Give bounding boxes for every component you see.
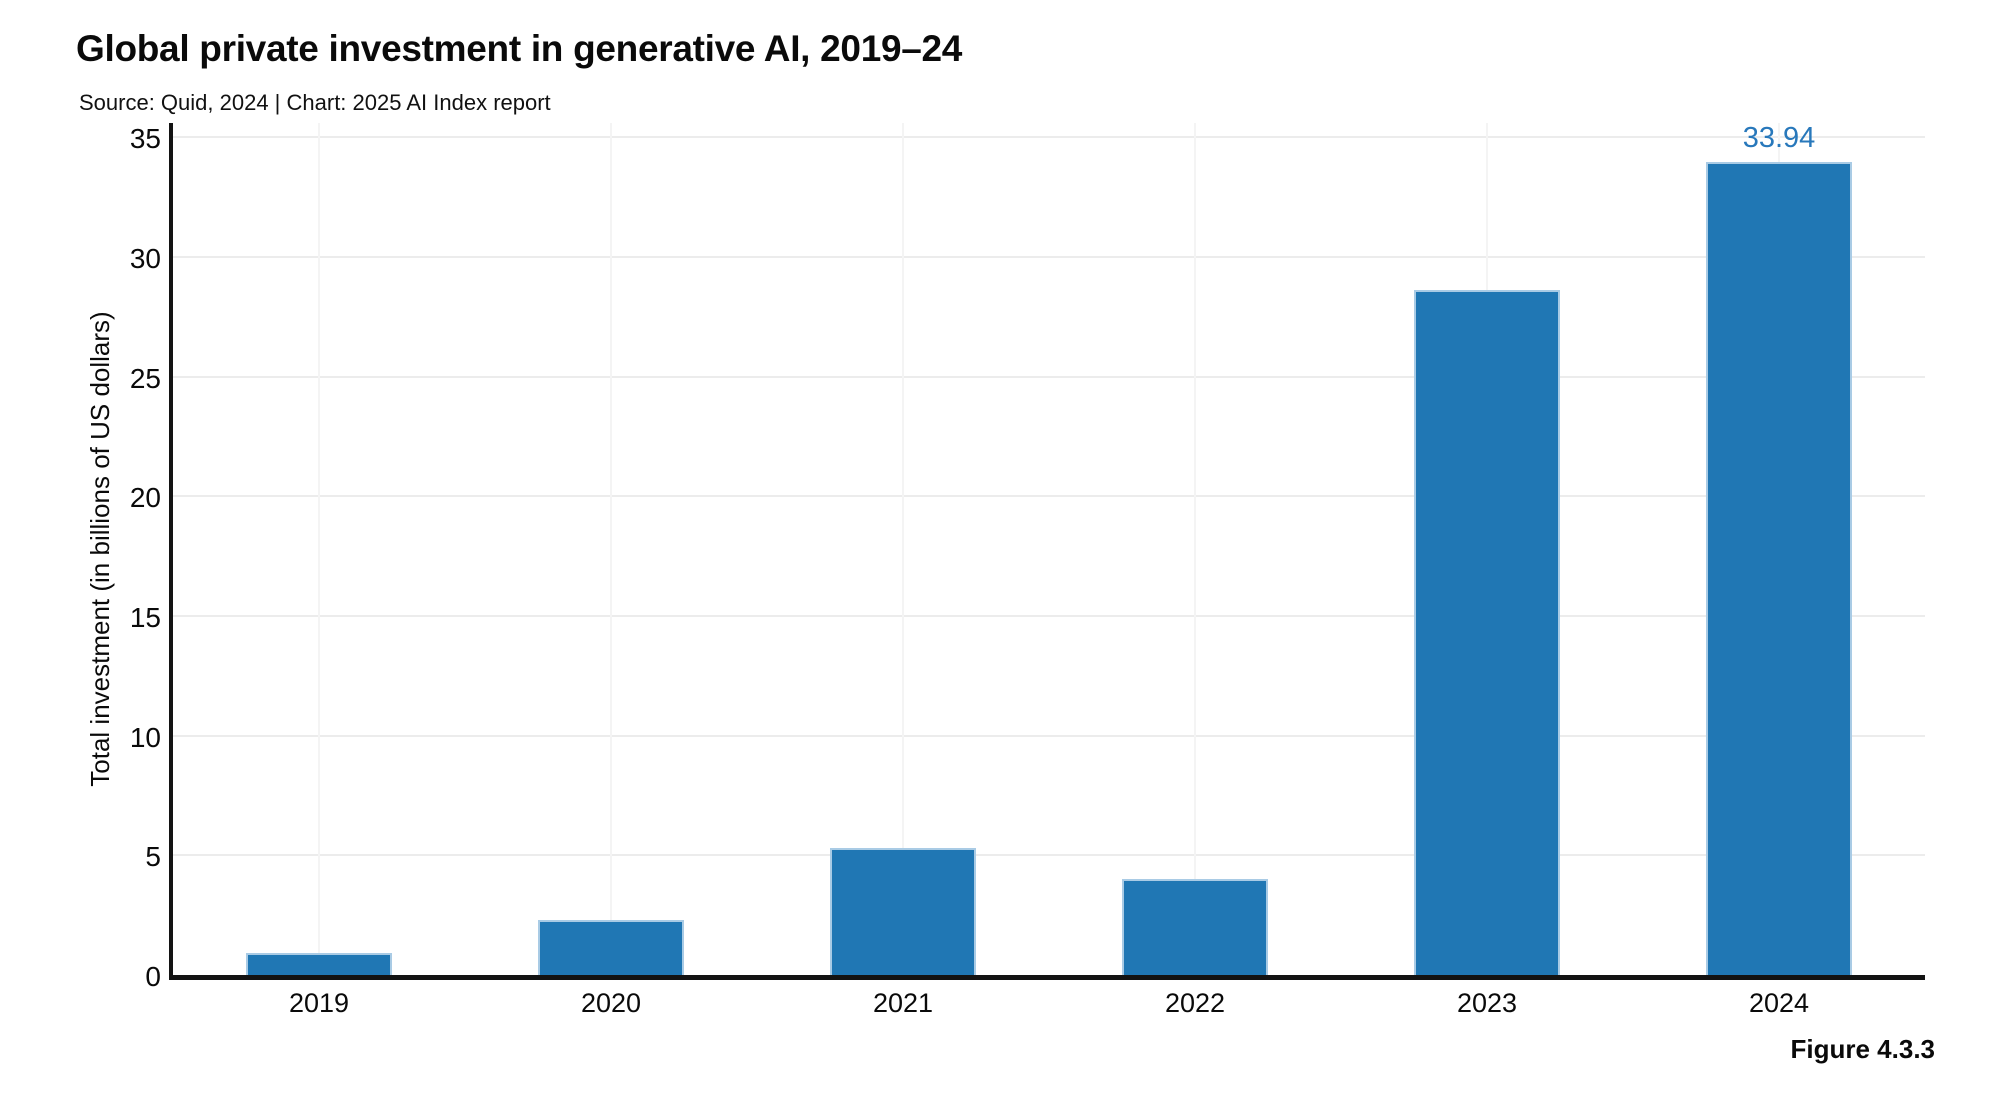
horizontal-gridline (173, 375, 1925, 378)
horizontal-gridline (173, 495, 1925, 498)
horizontal-gridline (173, 614, 1925, 617)
x-tick-label-2019: 2019 (288, 988, 350, 1018)
chart-source-note: Source: Quid, 2024 | Chart: 2025 AI Inde… (79, 90, 551, 115)
bar-2019 (246, 953, 392, 975)
x-axis-spine (169, 975, 1925, 980)
y-tick-label: 20 (129, 482, 161, 514)
y-axis-title: Total investment (in billions of US doll… (85, 311, 115, 787)
horizontal-gridline (173, 734, 1925, 737)
y-axis-spine (169, 123, 173, 980)
x-tick-label-2022: 2022 (1164, 988, 1226, 1018)
bar-2024 (1706, 162, 1852, 975)
y-tick-label: 30 (129, 242, 161, 274)
figure-number: Figure 4.3.3 (1790, 1034, 1936, 1064)
bar-2020 (538, 919, 684, 975)
bar-2021 (830, 848, 976, 975)
horizontal-gridline (173, 136, 1925, 139)
y-tick-label: 10 (129, 721, 161, 753)
y-tick-label: 35 (129, 123, 161, 155)
vertical-gridline (318, 123, 320, 975)
x-tick-label-2023: 2023 (1456, 988, 1518, 1018)
vertical-gridline (1194, 123, 1196, 975)
x-tick-label-2020: 2020 (580, 988, 642, 1018)
bar-value-label-2024: 33.94 (1742, 122, 1816, 155)
x-tick-label-2024: 2024 (1748, 988, 1810, 1018)
horizontal-gridline (173, 854, 1925, 857)
horizontal-gridline (173, 255, 1925, 258)
x-tick-label-2021: 2021 (872, 988, 934, 1018)
vertical-gridline (902, 123, 904, 975)
chart-title: Global private investment in generative … (76, 28, 963, 69)
y-tick-label: 15 (129, 601, 161, 633)
y-tick-label: 0 (145, 961, 161, 992)
vertical-gridline (610, 123, 612, 975)
bar-2022 (1122, 879, 1268, 975)
y-tick-label: 25 (129, 362, 161, 394)
y-tick-label: 5 (145, 841, 161, 873)
bar-2023 (1414, 290, 1560, 975)
